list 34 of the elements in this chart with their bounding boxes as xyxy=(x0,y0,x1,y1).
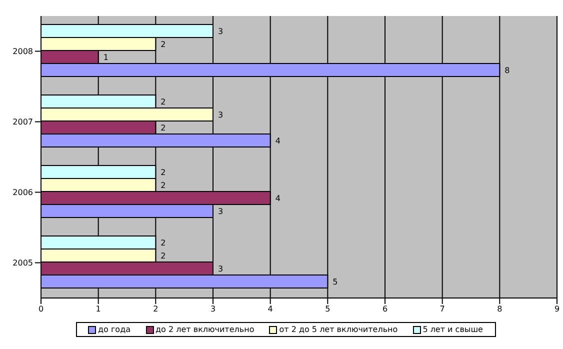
legend-label: 5 лет и свыше xyxy=(422,325,483,334)
data-label: 2 xyxy=(160,123,166,132)
data-label: 3 xyxy=(218,264,224,274)
x-tick-label: 3 xyxy=(210,304,216,314)
data-label: 4 xyxy=(275,194,280,203)
data-label: 3 xyxy=(218,110,224,120)
data-label: 2 xyxy=(160,40,166,49)
x-tick-label: 1 xyxy=(96,304,101,314)
x-tick-label: 5 xyxy=(325,304,330,314)
data-label: 1 xyxy=(103,52,108,62)
data-label: 2 xyxy=(160,251,166,260)
y-tick-label: 2005 xyxy=(12,258,33,268)
x-tick-label: 9 xyxy=(554,304,560,314)
x-tick-label: 7 xyxy=(440,304,445,314)
data-label: 2 xyxy=(160,168,166,177)
data-label: 3 xyxy=(218,26,224,36)
x-tick-label: 0 xyxy=(38,304,44,314)
data-label: 2 xyxy=(160,180,166,190)
legend-label: до года xyxy=(97,325,130,334)
y-tick-label: 2007 xyxy=(12,118,33,127)
legend-label: до 2 лет включительно xyxy=(154,325,254,334)
data-label: 4 xyxy=(275,136,280,146)
x-tick-label: 4 xyxy=(268,304,273,314)
x-tick-label: 2 xyxy=(153,304,158,314)
y-tick-label: 2008 xyxy=(12,47,33,56)
data-label: 8 xyxy=(504,66,510,75)
x-tick-label: 6 xyxy=(382,304,388,314)
data-label: 3 xyxy=(218,206,224,216)
data-label: 2 xyxy=(160,97,166,106)
data-label: 2 xyxy=(160,238,166,248)
x-tick-label: 8 xyxy=(497,304,502,314)
y-tick-label: 2006 xyxy=(12,188,33,198)
data-label: 5 xyxy=(332,277,338,286)
legend-label: от 2 до 5 лет включительно xyxy=(278,325,398,334)
